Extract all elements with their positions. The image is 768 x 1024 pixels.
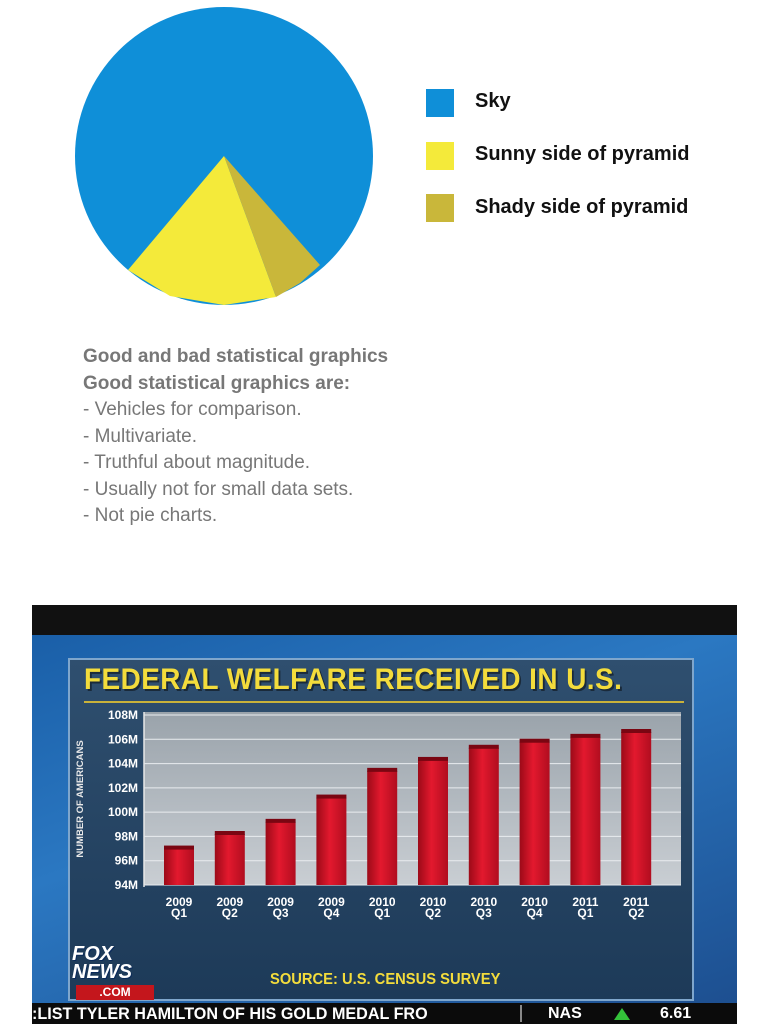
x-tick-label: 2010 xyxy=(521,895,548,909)
pie-chart xyxy=(75,7,373,305)
y-tick-label: 102M xyxy=(108,781,138,795)
up-arrow-icon xyxy=(614,1008,630,1020)
notes-item: - Truthful about magnitude. xyxy=(83,452,311,473)
bar xyxy=(367,770,398,885)
bar-top-cap xyxy=(367,767,398,772)
y-tick-label: 100M xyxy=(108,805,138,819)
y-axis-label: NUMBER OF AMERICANS xyxy=(75,740,86,857)
y-tick-label: 96M xyxy=(115,854,138,868)
bar-top-cap xyxy=(418,756,448,761)
x-tick-labels: 2009Q12009Q22009Q32009Q42010Q12010Q22010… xyxy=(166,895,650,920)
ticker-symbol: NAS xyxy=(548,1005,582,1022)
x-tick-label: 2009 xyxy=(166,895,193,909)
x-tick-label: Q4 xyxy=(527,906,543,920)
legend-swatch-sunny xyxy=(426,142,454,170)
bar xyxy=(265,821,296,885)
x-tick-label: Q3 xyxy=(273,906,289,920)
y-tick-label: 108M xyxy=(108,708,138,722)
bar xyxy=(164,848,194,885)
logo-line-2: NEWS xyxy=(72,961,132,983)
bar xyxy=(418,759,448,885)
bars xyxy=(164,729,652,885)
x-tick-label: 2010 xyxy=(470,895,497,909)
bar-top-cap xyxy=(570,733,601,738)
x-tick-label: Q2 xyxy=(222,906,238,920)
y-tick-label: 104M xyxy=(108,757,138,771)
bar-top-cap xyxy=(621,729,652,733)
x-tick-label: 2009 xyxy=(318,895,345,909)
fox-news-logo: FOX NEWS xyxy=(72,943,132,983)
legend-swatch-sky xyxy=(426,89,454,117)
title-underline xyxy=(84,701,684,703)
logo-line-1: FOX xyxy=(72,943,114,965)
ticker-headline: :LIST TYLER HAMILTON OF HIS GOLD MEDAL F… xyxy=(32,1004,428,1023)
bar xyxy=(519,741,550,885)
x-tick-label: 2010 xyxy=(420,895,447,909)
source-caption: SOURCE: U.S. CENSUS SURVEY xyxy=(270,971,501,988)
x-tick-label: Q2 xyxy=(425,906,441,920)
notes-item: - Vehicles for comparison. xyxy=(83,399,302,420)
bar-top-cap xyxy=(316,794,347,799)
bar xyxy=(621,732,652,885)
bar xyxy=(570,736,601,885)
notes-item: - Usually not for small data sets. xyxy=(83,478,354,500)
x-tick-label: 2009 xyxy=(267,895,294,909)
y-tick-label: 94M xyxy=(115,878,138,892)
y-tick-label: 98M xyxy=(115,829,138,843)
x-tick-label: 2011 xyxy=(623,895,649,909)
x-tick-label: 2011 xyxy=(572,895,598,909)
x-tick-label: Q4 xyxy=(323,906,339,920)
pie-slice-shady-side xyxy=(224,156,320,297)
ticker-value: 6.61 xyxy=(660,1005,692,1022)
legend-label-sky: Sky xyxy=(475,90,511,112)
bar xyxy=(468,747,499,885)
notes-item: - Not pie charts. xyxy=(83,505,218,526)
x-tick-label: Q1 xyxy=(374,906,390,920)
notes-heading: Good and bad statistical graphics xyxy=(83,346,389,367)
bar-top-cap xyxy=(468,744,499,749)
bar-chart-title: FEDERAL WELFARE RECEIVED IN U.S. xyxy=(84,663,623,696)
logo-com: .COM xyxy=(76,985,154,1000)
notes-subheading: Good statistical graphics are: xyxy=(83,372,351,394)
legend-label-sunny: Sunny side of pyramid xyxy=(475,143,690,165)
bar-top-cap xyxy=(265,818,296,823)
pie-slice-sunny-side xyxy=(128,156,276,305)
bar xyxy=(316,797,347,885)
bar xyxy=(214,834,245,885)
x-tick-label: Q1 xyxy=(577,906,593,920)
y-tick-labels: 108M 106M 104M 102M 100M 98M 96M 94M xyxy=(108,708,138,892)
notes-item: - Multivariate. xyxy=(83,425,198,447)
y-tick-label: 106M xyxy=(108,732,138,746)
notes-block: Good and bad statistical graphics Good s… xyxy=(83,344,388,530)
x-tick-label: Q2 xyxy=(628,906,644,920)
tv-broadcast: FEDERAL WELFARE RECEIVED IN U.S. 108M 106… xyxy=(32,605,737,1024)
x-tick-label: Q3 xyxy=(476,906,492,920)
bar-top-cap xyxy=(214,831,245,835)
x-tick-label: Q1 xyxy=(171,906,187,920)
news-ticker: :LIST TYLER HAMILTON OF HIS GOLD MEDAL F… xyxy=(32,1003,737,1024)
x-tick-label: 2009 xyxy=(216,895,243,909)
legend-label-shady: Shady side of pyramid xyxy=(475,196,689,218)
ticker-separator xyxy=(520,1005,522,1022)
legend-swatch-shady xyxy=(426,194,454,222)
bar-top-cap xyxy=(164,845,194,850)
x-tick-label: 2010 xyxy=(369,895,396,909)
bar-top-cap xyxy=(519,738,550,743)
